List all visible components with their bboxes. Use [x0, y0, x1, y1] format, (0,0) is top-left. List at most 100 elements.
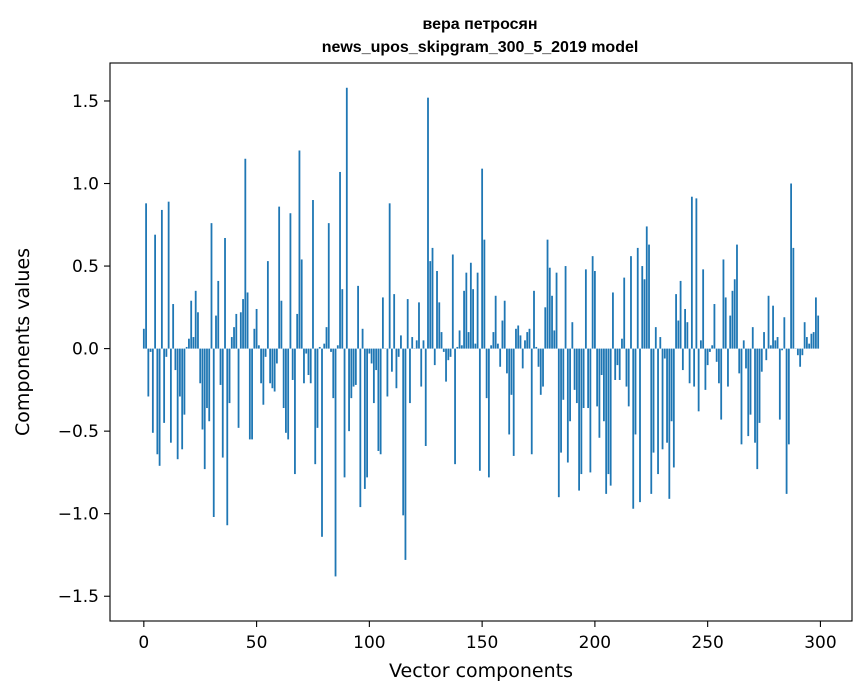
bar-89 [343, 348, 346, 478]
bar-47 [248, 348, 251, 440]
bar-252 [711, 345, 714, 349]
bar-18 [183, 348, 186, 415]
bar-193 [578, 348, 580, 491]
bar-184 [557, 348, 560, 498]
bar-49 [253, 328, 256, 349]
bar-241 [686, 322, 689, 349]
bar-198 [589, 348, 592, 473]
bar-87 [339, 171, 341, 349]
bar-140 [458, 330, 461, 349]
bar-124 [422, 340, 425, 349]
bar-250 [706, 348, 709, 366]
bar-270 [751, 327, 754, 349]
bar-253 [713, 304, 716, 349]
bar-217 [632, 348, 635, 509]
bar-224 [648, 244, 650, 349]
bar-65 [289, 213, 292, 349]
bar-196 [584, 269, 587, 349]
bar-171 [528, 328, 531, 349]
bar-117 [406, 299, 409, 349]
bar-97 [361, 328, 364, 349]
bar-221 [641, 266, 644, 349]
x-axis-title: Vector components [389, 660, 573, 682]
bar-285 [785, 348, 788, 494]
bar-247 [699, 340, 702, 349]
bar-297 [812, 332, 815, 349]
bar-57 [271, 348, 274, 389]
bar-168 [521, 348, 524, 369]
bar-229 [659, 337, 662, 349]
bar-173 [533, 290, 535, 349]
bar-212 [621, 338, 623, 349]
y-tick-label: −1.0 [58, 505, 99, 525]
bar-15 [176, 348, 179, 460]
bar-230 [661, 348, 664, 450]
bar-33 [217, 280, 220, 349]
bar-156 [494, 295, 497, 349]
chart-title-line2: news_upos_skipgram_300_5_2019 model [322, 39, 639, 56]
y-tick-label: 0.0 [72, 340, 99, 360]
bar-84 [332, 348, 335, 399]
bar-283 [781, 348, 783, 351]
bar-1 [145, 203, 147, 349]
bar-279 [772, 305, 774, 349]
bar-286 [787, 348, 790, 445]
bar-8 [160, 209, 163, 349]
bar-299 [817, 315, 820, 349]
x-tick-label: 250 [691, 633, 723, 653]
y-tick-label: 1.0 [72, 175, 99, 195]
bar-103 [375, 348, 378, 371]
bar-135 [447, 348, 450, 361]
bar-290 [796, 348, 799, 356]
bar-188 [566, 348, 569, 463]
bar-126 [427, 97, 429, 349]
bar-243 [690, 196, 693, 349]
bar-116 [404, 348, 407, 560]
bar-190 [571, 322, 574, 349]
bar-208 [612, 292, 614, 349]
bar-60 [278, 206, 281, 349]
bar-172 [530, 348, 533, 455]
bar-242 [688, 348, 691, 384]
bar-254 [715, 348, 718, 362]
bar-271 [754, 348, 756, 443]
bar-104 [377, 348, 380, 451]
bar-68 [296, 313, 299, 349]
bar-125 [424, 348, 427, 446]
bar-220 [639, 348, 641, 503]
bar-21 [190, 300, 193, 349]
bar-28 [206, 348, 208, 409]
bar-90 [345, 87, 348, 349]
bar-148 [476, 272, 479, 349]
bar-144 [467, 332, 470, 349]
bar-244 [693, 348, 696, 387]
bar-251 [709, 348, 711, 352]
bar-207 [609, 348, 612, 486]
bar-161 [506, 348, 508, 374]
bar-192 [575, 348, 578, 404]
bar-105 [379, 348, 382, 455]
bar-282 [778, 348, 781, 420]
bar-85 [334, 348, 337, 577]
bar-134 [445, 348, 447, 382]
bar-50 [255, 308, 258, 349]
bar-146 [472, 289, 474, 349]
bar-292 [801, 348, 804, 356]
x-tick-label: 0 [138, 633, 149, 653]
bar-281 [776, 337, 779, 349]
bar-110 [391, 348, 393, 372]
bar-98 [363, 348, 366, 489]
bar-163 [510, 348, 513, 395]
bar-79 [321, 348, 323, 537]
bar-139 [456, 346, 459, 349]
x-tick-label: 100 [353, 633, 385, 653]
bar-38 [228, 348, 231, 404]
bar-40 [233, 327, 235, 349]
bar-2 [147, 348, 150, 397]
bar-165 [515, 328, 517, 349]
bar-99 [366, 348, 368, 478]
bar-170 [526, 332, 529, 349]
bar-131 [438, 302, 441, 349]
bar-176 [539, 348, 542, 395]
